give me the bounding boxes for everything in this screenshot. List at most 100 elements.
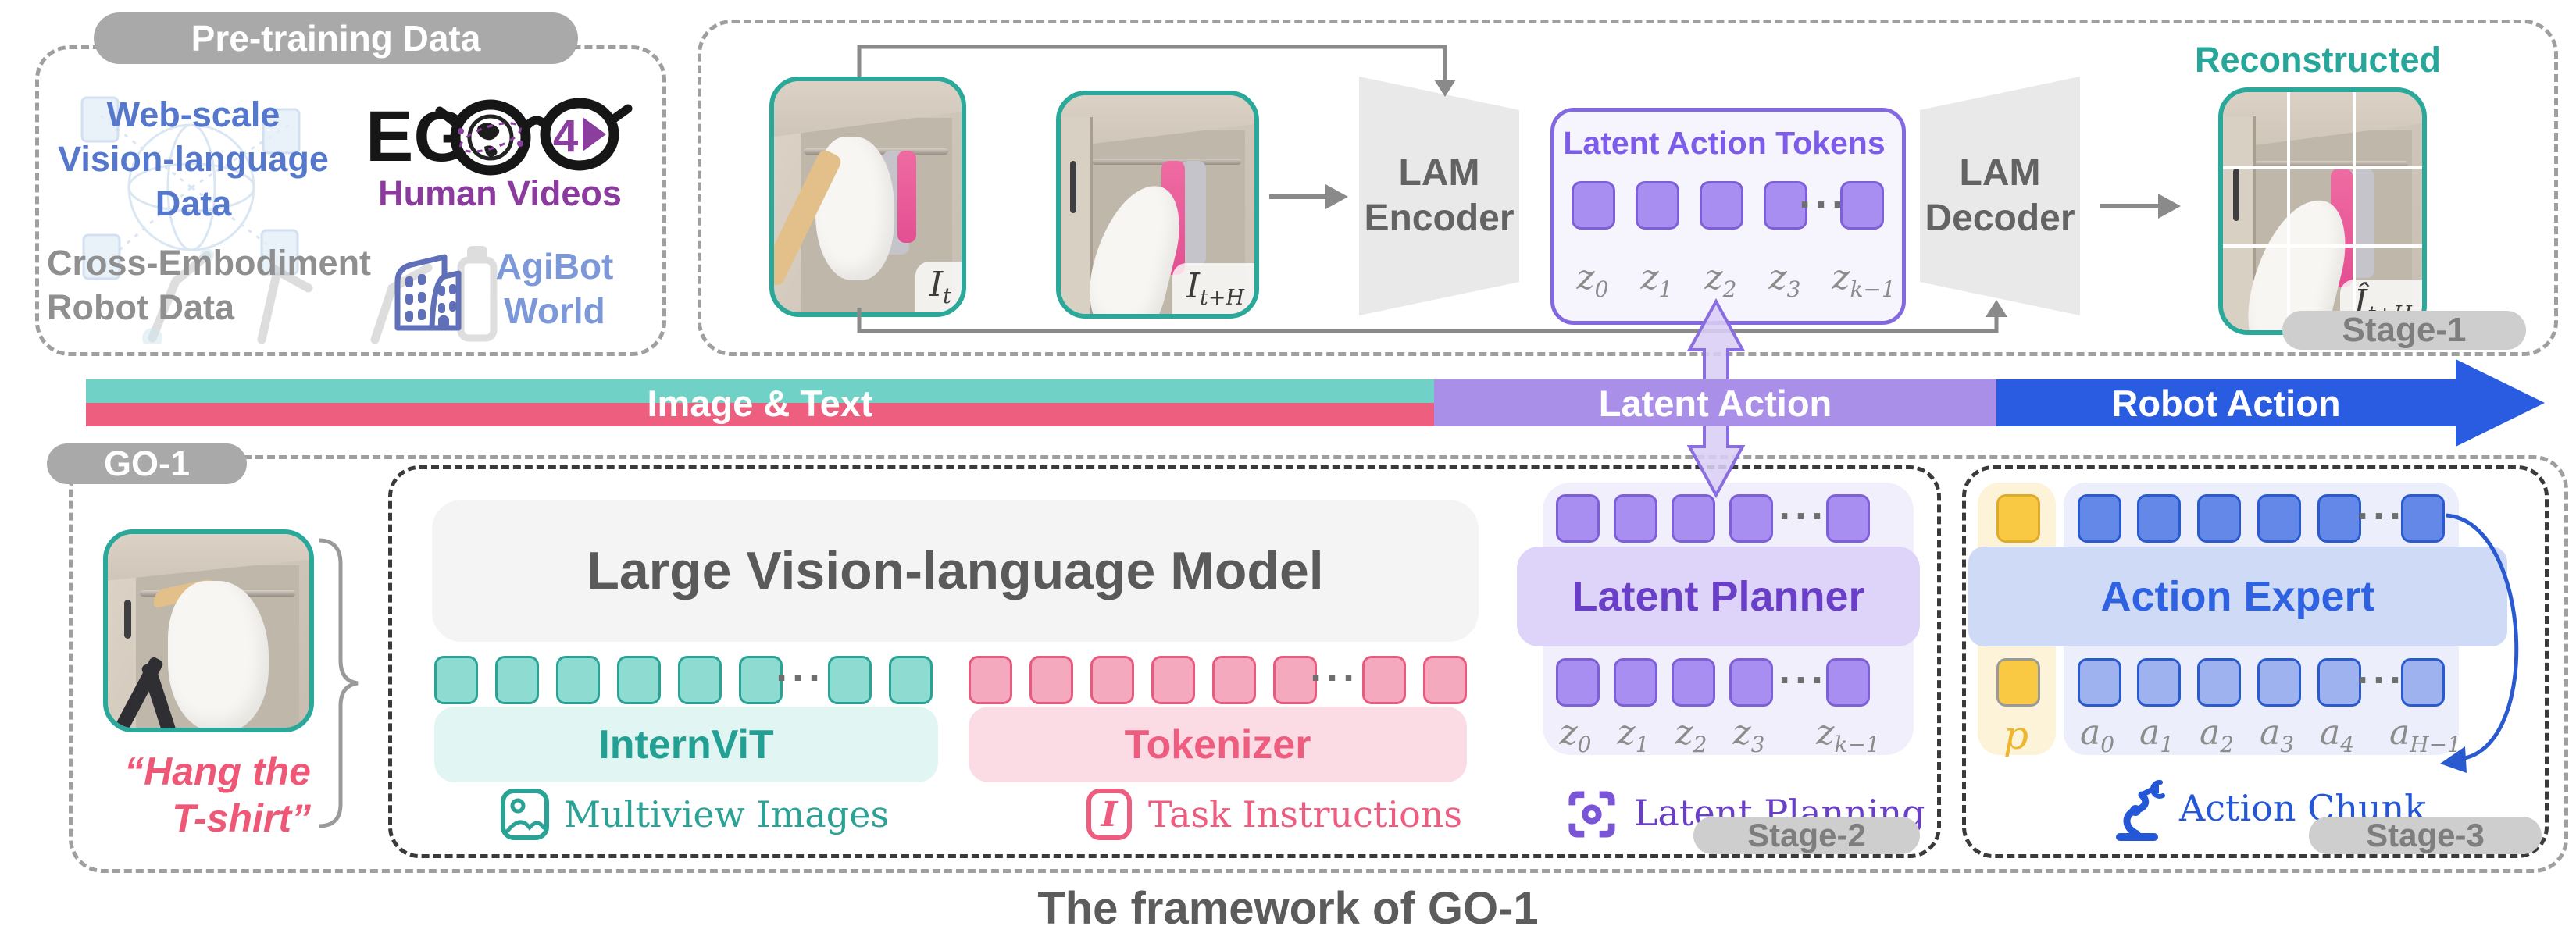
caption-text: The framework of GO-1 [1037, 883, 1539, 934]
agibot-colosseum-icon [394, 254, 462, 331]
lam-decoder: LAM Decoder [1920, 77, 2080, 315]
z3-label: z3 [1768, 258, 1801, 302]
tokenizer-label: Tokenizer [1124, 721, 1311, 768]
image-token [739, 656, 783, 704]
stage2-label: Stage-2 [1747, 817, 1866, 853]
latent-token [1636, 181, 1679, 230]
white-tshirt [168, 580, 269, 728]
stage1-label: Stage-1 [2342, 311, 2467, 349]
ellipsis: ··· [1778, 661, 1828, 700]
web-scale-line1: Web-scale [106, 94, 280, 134]
planner-token [1826, 658, 1870, 707]
go1-box [69, 455, 2568, 873]
multiview-images-icon [501, 789, 549, 840]
a3-label: a3 [2259, 713, 2295, 757]
planner-token [1826, 494, 1870, 543]
planner-token [1614, 494, 1657, 543]
action-token-out [2317, 658, 2361, 707]
ellipsis: ··· [775, 658, 825, 697]
action-expert-box: Action Expert [1968, 547, 2507, 646]
grid-line [2352, 92, 2356, 330]
task-instruction-text: “Hang the T-shirt” [86, 748, 311, 842]
ellipsis: ··· [1309, 658, 1359, 697]
lvm-box [432, 500, 1479, 642]
agibot-world-label: AgiBot World [469, 242, 640, 336]
lvm-title: Large Vision-language Model [432, 500, 1479, 642]
multiview-images-label: Multiview Images [564, 793, 890, 835]
text-token [969, 656, 1012, 704]
action-token-out [2257, 658, 2301, 707]
image-and-text: Image & Text [647, 382, 873, 424]
ego4d-4-text: 4 [553, 111, 578, 162]
bar-image-text-teal [86, 379, 1434, 403]
latent-planning-icon [1568, 791, 1615, 838]
image-token [889, 656, 933, 704]
internvit-box: InternViT [434, 707, 938, 782]
planner-token [1672, 494, 1715, 543]
task-instructions-icon: I [1086, 789, 1132, 840]
z1-label: z1 [1617, 713, 1650, 757]
z2-label: z2 [1675, 713, 1707, 757]
action-chunk-robot-icon [2116, 779, 2165, 841]
latent-token [1700, 181, 1743, 230]
observation-image-t+H: It+H [1056, 91, 1259, 319]
reconstructed-text: Reconstructed [2194, 40, 2442, 80]
latent-token [1840, 181, 1884, 230]
z1-label: z1 [1640, 258, 1673, 302]
tokenizer-box: Tokenizer [969, 707, 1467, 782]
internvit-label: InternViT [598, 721, 774, 768]
instruction-line1: “Hang the [124, 750, 311, 793]
a4-label: a4 [2319, 713, 2355, 757]
image-token [617, 656, 661, 704]
latent-token [1764, 181, 1807, 230]
ellipsis: ··· [2356, 497, 2406, 536]
bar-arrowhead-icon [2456, 359, 2545, 447]
ego4d-logo-icon: EG 4 [366, 97, 633, 176]
action-token [2137, 494, 2181, 543]
latent-planner-label: Latent Planner [1572, 573, 1865, 620]
garment-pink [897, 150, 917, 244]
text-token [1212, 656, 1256, 704]
human-videos-text: Human Videos [378, 173, 622, 213]
grid-line [2286, 92, 2290, 330]
latent-action-tokens-text: Latent Action Tokens [1563, 124, 1886, 161]
image-token [495, 656, 539, 704]
stage2-pill: Stage-2 [1693, 817, 1920, 854]
garment-gray [1180, 161, 1206, 266]
proprio-token [1996, 494, 2040, 543]
planner-token [1729, 658, 1773, 707]
cross-embodiment-line1: Cross-Embodiment [47, 243, 372, 283]
go1-label: GO-1 [103, 443, 191, 483]
image-token [678, 656, 722, 704]
ellipsis: ··· [1778, 497, 1828, 536]
ellipsis: ··· [2356, 661, 2406, 700]
web-globe-decoration-icon [80, 96, 301, 280]
z2-label: z2 [1704, 258, 1737, 302]
planner-token [1614, 658, 1657, 707]
pretraining-title-pill: Pre-training Data [94, 12, 578, 64]
cross-embodiment-label: Cross-Embodiment Robot Data [47, 240, 383, 329]
latent-planner-box: Latent Planner [1517, 547, 1920, 646]
text-token [1423, 656, 1467, 704]
agibot-line1: AgiBot [495, 246, 614, 287]
a0-label: a0 [2079, 713, 2115, 757]
action-token [2197, 494, 2241, 543]
closet-door [1061, 117, 1094, 314]
p-label: p [2003, 713, 2029, 758]
text-token [1273, 656, 1317, 704]
text-token [1151, 656, 1195, 704]
image-token [434, 656, 478, 704]
text-token [1090, 656, 1134, 704]
z0-label: z0 [1559, 713, 1592, 757]
pretraining-title: Pre-training Data [191, 18, 481, 59]
grid-line [2223, 244, 2422, 248]
bar-image-text-pink [86, 403, 1434, 426]
lam-encoder-label: LAM Encoder [1364, 152, 1515, 239]
go1-observation-image [103, 529, 314, 732]
planner-token [1672, 658, 1715, 707]
action-expert-dotted-box [1962, 465, 2549, 858]
image-token [828, 656, 872, 704]
lam-decoder-label: LAM Decoder [1925, 152, 2075, 239]
bar-latent-action: Latent Action [1434, 379, 1996, 426]
reconstructed-image: Ît+H [2218, 87, 2427, 335]
